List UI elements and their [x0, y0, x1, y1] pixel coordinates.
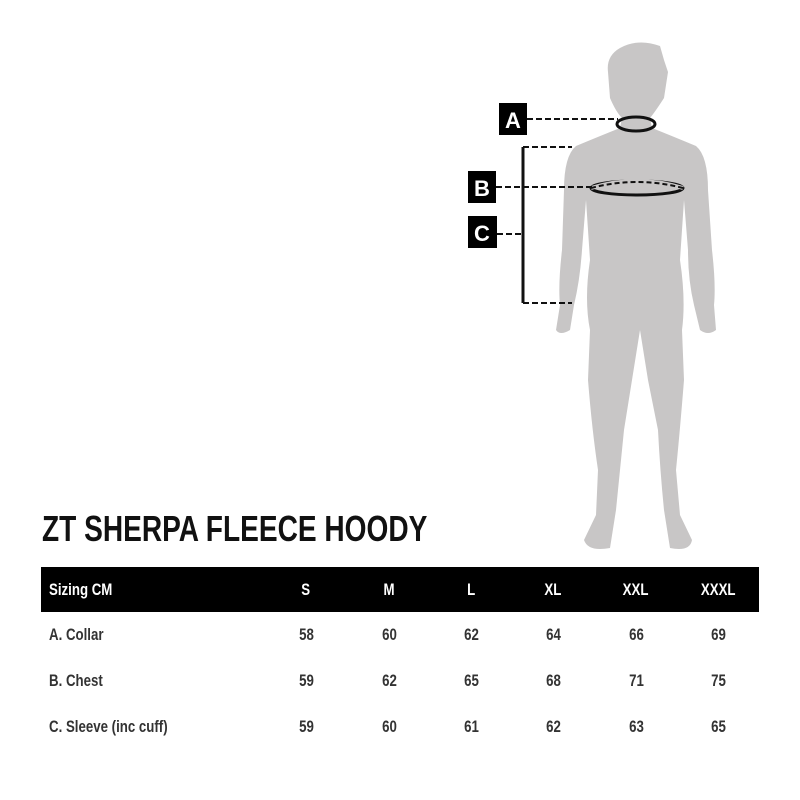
- svg-text:A: A: [505, 108, 521, 133]
- header-size: XXL: [623, 579, 649, 599]
- size-value: 62: [545, 717, 561, 736]
- table-row: B. Chest 59 62 65 68 71 75: [41, 658, 759, 704]
- header-size: XL: [544, 579, 562, 599]
- row-label: C. Sleeve (inc cuff): [49, 717, 168, 736]
- size-value: 60: [381, 625, 397, 644]
- svg-text:B: B: [474, 176, 490, 201]
- svg-text:C: C: [474, 221, 490, 246]
- size-value: 75: [710, 671, 726, 690]
- table-header: Sizing CM S M L XL XXL XXXL: [41, 567, 759, 612]
- product-title: ZT SHERPA FLEECE HOODY: [42, 508, 428, 549]
- size-value: 65: [463, 671, 479, 690]
- size-value: 63: [628, 717, 644, 736]
- size-value: 69: [710, 625, 726, 644]
- label-box-c: C: [468, 216, 497, 248]
- header-size: XXXL: [700, 579, 736, 599]
- row-label: B. Chest: [49, 671, 103, 690]
- header-size: L: [466, 579, 476, 599]
- size-table: Sizing CM S M L XL XXL XXXL A. Collar 58 6…: [41, 567, 759, 750]
- size-value: 62: [463, 625, 479, 644]
- collar-measure-ring: [615, 115, 657, 133]
- size-value: 65: [710, 717, 726, 736]
- row-label: A. Collar: [49, 625, 104, 644]
- header-label: Sizing CM: [49, 579, 113, 599]
- size-value: 68: [545, 671, 561, 690]
- header-size: S: [301, 579, 311, 599]
- table-row: C. Sleeve (inc cuff) 59 60 61 62 63 65: [41, 704, 759, 750]
- size-value: 58: [298, 625, 314, 644]
- size-value: 61: [463, 717, 479, 736]
- size-value: 60: [381, 717, 397, 736]
- size-value: 64: [545, 625, 561, 644]
- size-value: 62: [381, 671, 397, 690]
- size-value: 66: [628, 625, 644, 644]
- label-box-b: B: [468, 171, 496, 203]
- body-silhouette: [556, 42, 716, 549]
- label-box-a: A: [499, 103, 527, 135]
- size-value: 59: [298, 671, 314, 690]
- size-value: 59: [298, 717, 314, 736]
- size-value: 71: [628, 671, 644, 690]
- header-size: M: [383, 579, 395, 599]
- table-row: A. Collar 58 60 62 64 66 69: [41, 612, 759, 658]
